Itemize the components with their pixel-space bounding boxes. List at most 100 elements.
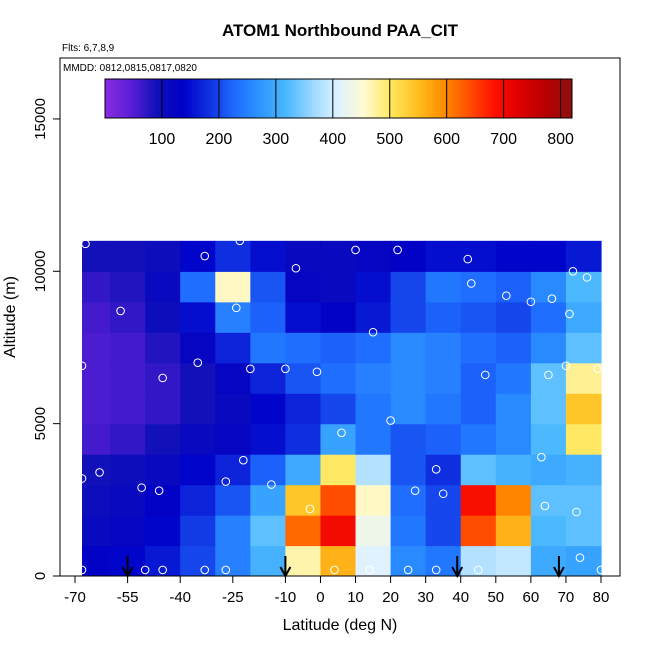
colorbar: 100 200 300 400 500 600 700 800 <box>104 78 574 148</box>
colorbar-segment <box>228 79 233 118</box>
heatmap-cell <box>390 545 427 576</box>
heatmap-cell <box>110 362 146 394</box>
x-tick-label: -55 <box>117 589 139 606</box>
heatmap-cell <box>320 545 357 576</box>
colorbar-segment <box>408 79 413 118</box>
colorbar-segment <box>418 79 423 118</box>
heatmap-cell <box>530 454 567 486</box>
heatmap-cell <box>355 423 392 455</box>
colorbar-segment <box>338 79 343 118</box>
heatmap-cell <box>82 423 111 455</box>
heatmap-cell <box>145 454 181 486</box>
colorbar-segment <box>475 79 480 118</box>
colorbar-segment <box>398 79 403 118</box>
observation-point <box>158 373 167 383</box>
colorbar-segment <box>205 79 209 118</box>
colorbar-segment <box>481 79 486 118</box>
heatmap-cell <box>180 515 216 547</box>
x-tick-label: -10 <box>275 589 297 606</box>
heatmap-cell <box>355 271 392 303</box>
colorbar-segment <box>195 79 199 118</box>
colorbar-segment <box>335 79 339 118</box>
heatmap-cell <box>530 423 567 455</box>
colorbar-segment <box>201 79 206 118</box>
heatmap-cell <box>82 393 111 425</box>
colorbar-segment <box>155 79 159 118</box>
heatmap-cell <box>565 393 602 425</box>
colorbar-segment <box>511 79 516 118</box>
observation-point <box>582 273 592 282</box>
observation-point <box>561 230 571 240</box>
heatmap-cell <box>320 332 357 364</box>
heatmap-cell <box>145 362 181 394</box>
observation-point <box>565 309 574 319</box>
heatmap-cell <box>390 393 427 425</box>
heatmap-cell <box>320 484 357 516</box>
heatmap-cell <box>320 362 357 394</box>
heatmap-cell <box>565 545 602 576</box>
colorbar-segment <box>291 79 296 118</box>
colorbar-segment <box>168 79 173 118</box>
heatmap-cell <box>110 332 146 364</box>
heatmap-cell <box>250 454 286 486</box>
heatmap-cell <box>530 301 567 333</box>
observation-point <box>267 480 276 489</box>
colorbar-segment <box>305 79 309 118</box>
heatmap-cell <box>355 545 392 576</box>
flights-note: Flts: 6,7,8,9 <box>62 43 115 54</box>
observation-point <box>480 370 490 380</box>
colorbar-tick-label: 200 <box>206 131 233 148</box>
y-tick-label: 0 <box>32 572 49 580</box>
x-tick-label: 70 <box>558 589 575 606</box>
heatmap-cell <box>495 301 532 333</box>
heatmap-cell <box>390 454 427 486</box>
heatmap-cell <box>460 393 497 425</box>
heatmap-cell <box>390 423 427 455</box>
colorbar-segment <box>485 79 490 118</box>
colorbar-segment <box>208 79 213 118</box>
heatmap-cell <box>215 484 251 516</box>
colorbar-segment <box>425 79 430 118</box>
heatmap-cell <box>425 271 462 303</box>
heatmap-cell <box>180 362 216 394</box>
chart-title: ATOM1 Northbound PAA_CIT <box>222 21 459 40</box>
colorbar-segment <box>405 79 410 118</box>
colorbar-segment <box>138 79 143 118</box>
colorbar-segment <box>231 79 236 118</box>
x-axis: -70 -55 -40 -25 -10 0 10 20 30 40 50 60 70 80 <box>64 576 609 606</box>
observation-point <box>572 507 581 517</box>
heatmap-cell <box>110 271 146 303</box>
colorbar-segment <box>235 79 239 118</box>
heatmap-cell <box>565 484 602 516</box>
heatmap-cell <box>355 484 392 516</box>
heatmap-cell <box>425 240 462 272</box>
observation-point <box>193 358 203 368</box>
heatmap-cell <box>110 423 146 455</box>
heatmap-cell <box>215 515 251 547</box>
colorbar-segment <box>215 79 219 118</box>
heatmap-cell <box>215 545 251 576</box>
heatmap-cell <box>250 545 286 576</box>
observation-point <box>365 565 374 575</box>
heatmap-cell <box>495 484 532 516</box>
colorbar-segment <box>105 79 109 118</box>
colorbar-segment <box>385 79 390 118</box>
colorbar-segment <box>368 79 373 118</box>
heatmap-cell <box>565 271 602 303</box>
observation-point <box>593 364 602 374</box>
heatmap-cell <box>285 240 322 272</box>
colorbar-segment <box>518 79 523 118</box>
observation-point <box>438 489 448 499</box>
heatmap-cell <box>425 484 462 516</box>
observation-point <box>137 483 146 492</box>
colorbar-segment <box>255 79 259 118</box>
colorbar-segment <box>225 79 229 118</box>
colorbar-segment <box>515 79 520 118</box>
colorbar-segment <box>351 79 356 118</box>
heatmap-cell <box>530 332 567 364</box>
heatmap-cell <box>495 454 532 486</box>
heatmap-cell <box>425 332 462 364</box>
x-axis-label: Latitude (deg N) <box>283 617 398 634</box>
heatmap-cell <box>390 301 427 333</box>
heatmap-cell <box>215 393 251 425</box>
